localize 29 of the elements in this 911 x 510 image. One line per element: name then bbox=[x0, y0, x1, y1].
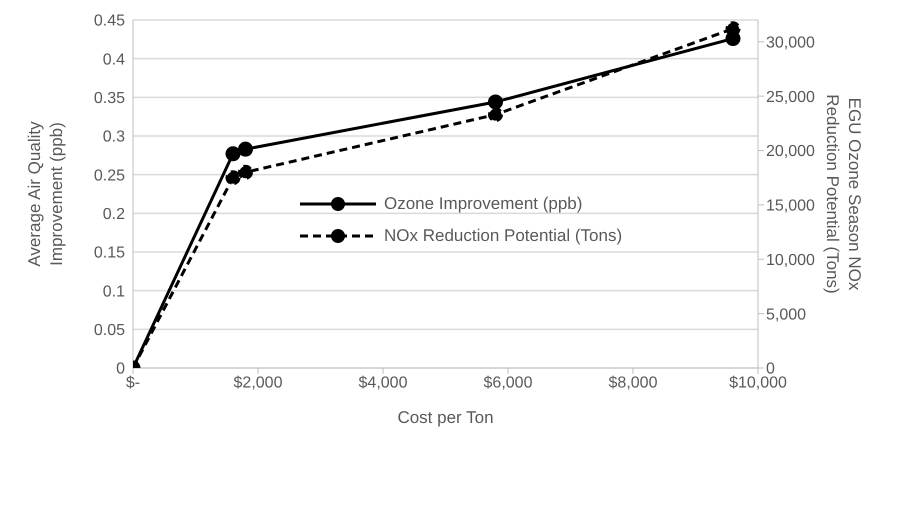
x-tick-label: $4,000 bbox=[358, 374, 408, 392]
y-tick-label: 0.4 bbox=[102, 51, 126, 68]
y2-tick-label: 20,000 bbox=[766, 143, 816, 160]
y-tick-label: 0 bbox=[116, 360, 126, 378]
y-tick-label: 0.35 bbox=[94, 90, 126, 108]
x-tick-label: $6,000 bbox=[484, 374, 533, 392]
y-tick-label: 0.2 bbox=[102, 206, 126, 224]
y-tick-label: 0.45 bbox=[94, 12, 126, 30]
y2-tick-label: 30,000 bbox=[766, 34, 816, 52]
y2-tick-label: 15,000 bbox=[766, 198, 816, 215]
y2-tick-label: 25,000 bbox=[766, 88, 816, 106]
y-axis-title: Average Air Quality Improvement (ppb) bbox=[25, 120, 66, 267]
point bbox=[238, 142, 253, 157]
y-tick-label: 0.15 bbox=[94, 244, 126, 262]
y-tick-label: 0.05 bbox=[94, 322, 126, 340]
x-tick-label: $8,000 bbox=[608, 374, 658, 392]
y2-tick-label: 5,000 bbox=[766, 306, 806, 324]
y2-axis-title: EGU Ozone Season NOx Reduction Potential (Tons) bbox=[823, 94, 864, 294]
point bbox=[226, 146, 240, 162]
x-axis-title: Cost per Ton bbox=[397, 408, 494, 427]
legend-label: Ozone Improvement (ppb) bbox=[384, 194, 582, 214]
point bbox=[488, 94, 503, 110]
legend-label: NOx Reduction Potential (Tons) bbox=[384, 226, 622, 246]
y-tick-label: 0.1 bbox=[102, 283, 126, 300]
y-tick-label: 0.3 bbox=[102, 128, 126, 146]
y2-tick-label: 10,000 bbox=[766, 252, 816, 269]
x-tick-label: $2,000 bbox=[234, 374, 283, 392]
x-tick-label: $- bbox=[126, 374, 140, 392]
y-tick-label: 0.25 bbox=[94, 167, 126, 184]
